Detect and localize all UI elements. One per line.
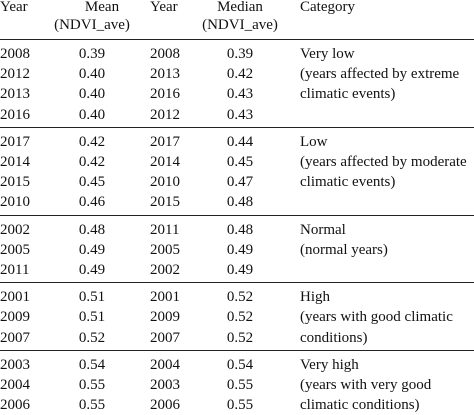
category-cell: (years affected by extreme	[300, 66, 460, 83]
median-cell: 0.45	[226, 154, 254, 170]
median-cell: 0.49	[226, 241, 254, 258]
median-cell: 0.49	[226, 262, 254, 278]
year-cell: 2010	[0, 194, 30, 211]
mean-cell: 0.42	[78, 133, 106, 150]
year-cell: 2007	[0, 329, 30, 346]
year-cell: 2010	[150, 174, 180, 191]
mean-cell: 0.42	[78, 154, 106, 170]
median-cell: 0.42	[226, 66, 254, 83]
header-mean-line1: Mean	[84, 0, 120, 15]
header-rule	[0, 39, 474, 40]
mean-cell: 0.49	[78, 241, 106, 258]
median-cell: 0.47	[226, 174, 254, 191]
year-cell: 2015	[150, 194, 180, 211]
group-rule	[0, 126, 474, 128]
year-cell: 2017	[0, 133, 30, 150]
year-cell: 2002	[150, 262, 180, 278]
mean-cell: 0.46	[78, 194, 106, 211]
category-cell: climatic events)	[300, 86, 396, 103]
category-cell: (years affected by moderate	[300, 154, 467, 170]
category-cell: climatic events)	[300, 174, 396, 191]
year-cell: 2012	[0, 66, 30, 83]
year-cell: 2005	[150, 241, 180, 258]
year-cell: 2001	[0, 289, 30, 306]
category-cell: High	[300, 289, 330, 306]
year-cell: 2013	[150, 66, 180, 83]
median-cell: 0.39	[226, 46, 254, 62]
mean-cell: 0.40	[78, 106, 106, 123]
mean-cell: 0.40	[78, 86, 106, 103]
year-cell: 2005	[0, 241, 30, 258]
year-cell: 2016	[150, 86, 180, 103]
year-cell: 2004	[150, 356, 180, 373]
median-cell: 0.52	[226, 289, 254, 306]
median-cell: 0.43	[226, 106, 254, 123]
year-cell: 2011	[0, 262, 30, 278]
mean-cell: 0.55	[78, 377, 106, 393]
median-cell: 0.43	[226, 86, 254, 103]
group-rule	[0, 214, 474, 216]
year-cell: 2008	[0, 46, 30, 62]
year-cell: 2014	[150, 154, 180, 170]
mean-cell: 0.45	[78, 174, 106, 191]
header-year-1: Year	[0, 0, 28, 15]
year-cell: 2006	[0, 397, 30, 414]
group-rule	[0, 349, 474, 351]
year-cell: 2011	[150, 221, 180, 238]
header-median-line2: (NDVI_ave)	[202, 17, 278, 33]
category-cell: conditions)	[300, 329, 368, 346]
median-cell: 0.54	[226, 356, 254, 373]
mean-cell: 0.52	[78, 329, 106, 346]
mean-cell: 0.48	[78, 221, 106, 238]
group-rule	[0, 282, 474, 284]
year-cell: 2003	[150, 377, 180, 393]
median-cell: 0.44	[226, 133, 254, 150]
year-cell: 2002	[0, 221, 30, 238]
median-cell: 0.48	[226, 194, 254, 211]
year-cell: 2006	[150, 397, 180, 414]
year-cell: 2015	[0, 174, 30, 191]
median-cell: 0.52	[226, 309, 254, 326]
year-cell: 2009	[0, 309, 30, 326]
year-cell: 2003	[0, 356, 30, 373]
year-cell: 2009	[150, 309, 180, 326]
category-cell: (normal years)	[300, 241, 388, 258]
year-cell: 2012	[150, 106, 180, 123]
header-category: Category	[300, 0, 355, 15]
category-cell: Low	[300, 133, 328, 150]
category-cell: Normal	[300, 221, 346, 238]
median-cell: 0.48	[226, 221, 254, 238]
header-mean-line2: (NDVI_ave)	[54, 17, 130, 33]
median-cell: 0.55	[226, 377, 254, 393]
mean-cell: 0.39	[78, 46, 106, 62]
category-cell: (years with good climatic	[300, 309, 453, 326]
category-cell: Very high	[300, 356, 359, 373]
header-median-line1: Median	[217, 0, 263, 15]
mean-cell: 0.54	[78, 356, 106, 373]
header-year-2: Year	[150, 0, 178, 15]
category-cell: climatic conditions)	[300, 397, 420, 414]
mean-cell: 0.55	[78, 397, 106, 414]
median-cell: 0.55	[226, 397, 254, 414]
year-cell: 2014	[0, 154, 30, 170]
mean-cell: 0.40	[78, 66, 106, 83]
median-cell: 0.52	[226, 329, 254, 346]
year-cell: 2017	[150, 133, 180, 150]
mean-cell: 0.51	[78, 309, 106, 326]
year-cell: 2007	[150, 329, 180, 346]
year-cell: 2004	[0, 377, 30, 393]
year-cell: 2013	[0, 86, 30, 103]
year-cell: 2001	[150, 289, 180, 306]
mean-cell: 0.51	[78, 289, 106, 306]
year-cell: 2016	[0, 106, 30, 123]
category-cell: (years with very good	[300, 377, 432, 393]
mean-cell: 0.49	[78, 262, 106, 278]
category-cell: Very low	[300, 46, 355, 62]
year-cell: 2008	[150, 46, 180, 62]
